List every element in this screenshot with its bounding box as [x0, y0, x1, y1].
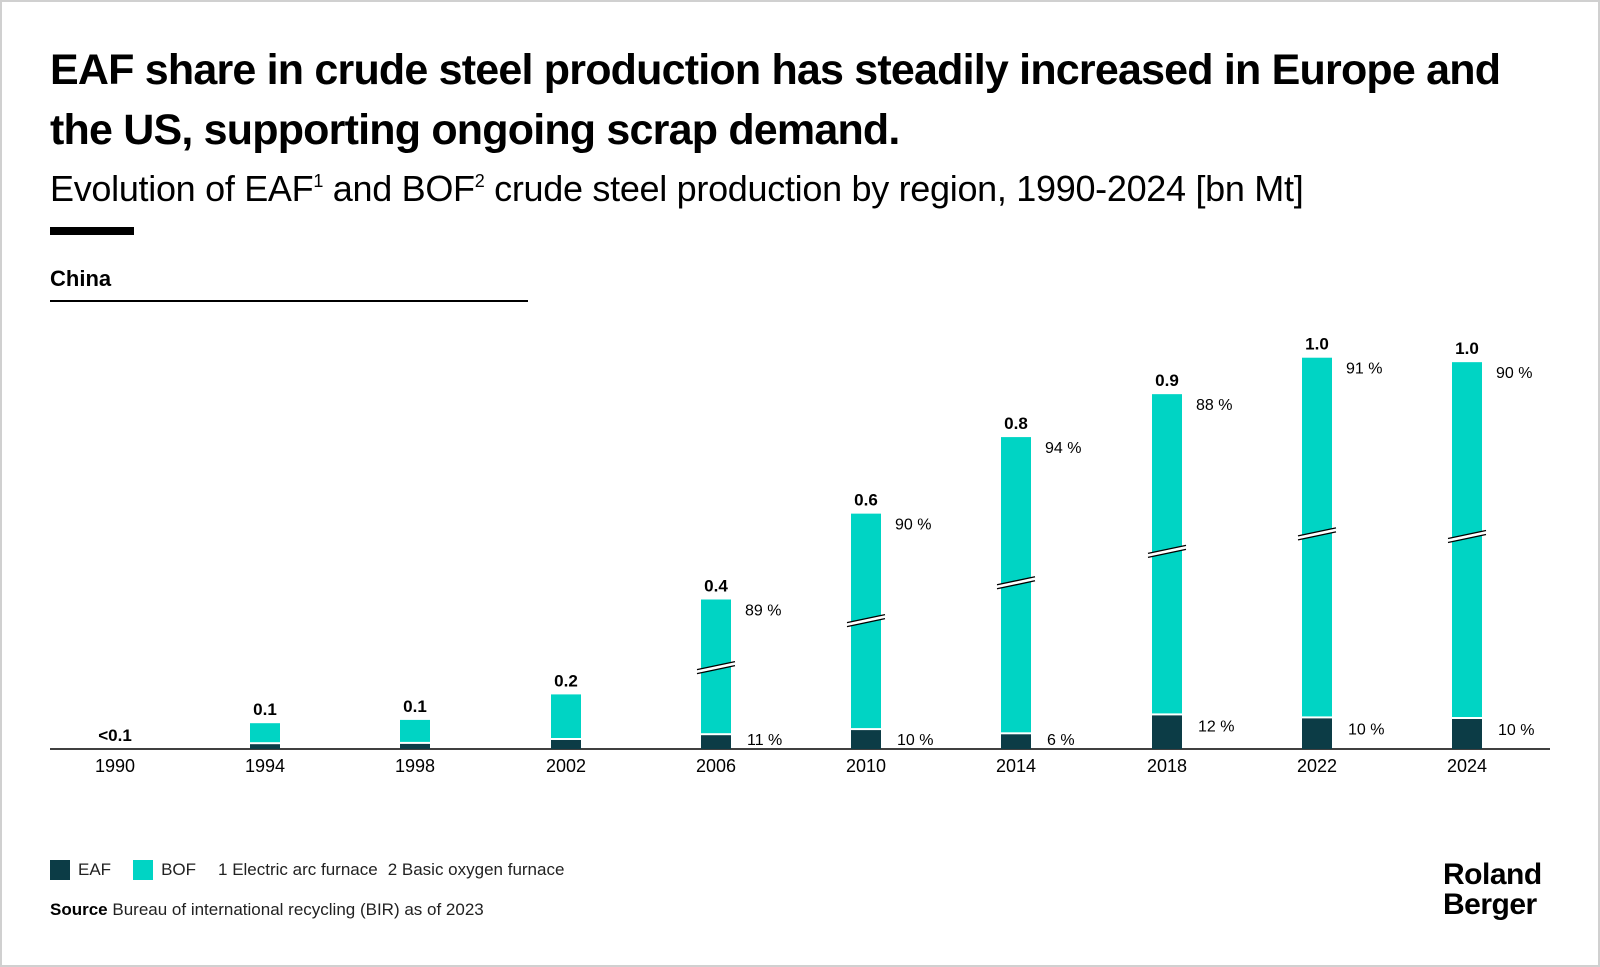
x-tick-label-2022: 2022: [1297, 756, 1337, 776]
bof-share-label-2024: 90 %: [1496, 365, 1532, 382]
eaf-share-label-2010: 10 %: [897, 732, 933, 749]
axis-break-line-bottom-2018: [1147, 548, 1187, 559]
bof-share-label-2010: 90 %: [895, 517, 931, 534]
x-tick-label-1998: 1998: [395, 756, 435, 776]
x-tick-label-2024: 2024: [1447, 756, 1487, 776]
bar-eaf-2006: [701, 735, 731, 749]
axis-break-2024: [1448, 530, 1486, 543]
accent-bar: [50, 227, 134, 235]
subtitle-footnote-2: 2: [474, 171, 485, 191]
footnote-2: 2 Basic oxygen furnace: [387, 860, 565, 879]
axis-break-line-bottom-2022: [1297, 531, 1337, 541]
legend: EAF BOF 1 Electric arc furnace 2 Basic o…: [50, 860, 574, 880]
axis-break-line-top-2010: [846, 613, 886, 624]
legend-item-eaf: EAF: [50, 860, 111, 880]
bar-eaf-2002: [551, 740, 581, 749]
bar-eaf-1994: [250, 744, 280, 749]
bar-eaf-2024: [1452, 719, 1482, 749]
bof-share-label-2014: 94 %: [1045, 440, 1081, 457]
axis-break-line-top-2006: [696, 661, 736, 671]
region-underline: [50, 300, 528, 302]
total-label-1994: 0.1: [253, 700, 277, 719]
x-tick-label-1990: 1990: [95, 756, 135, 776]
bar-bof-2002: [551, 694, 581, 738]
bar-eaf-2014: [1001, 734, 1031, 749]
legend-item-bof: BOF: [133, 860, 196, 880]
axis-break-2014: [997, 576, 1035, 589]
axis-break-line-bottom-2010: [846, 617, 886, 628]
legend-label-bof: BOF: [161, 860, 197, 879]
eaf-share-label-2022: 10 %: [1348, 721, 1384, 738]
axis-break-2006: [697, 661, 735, 674]
axis-break-line-bottom-2014: [996, 580, 1036, 590]
source-note: Source Bureau of international recycling…: [50, 900, 484, 920]
total-label-2014: 0.8: [1004, 414, 1028, 433]
total-label-1990: <0.1: [98, 726, 132, 745]
axis-break-line-top-2018: [1147, 544, 1187, 555]
page-subtitle: Evolution of EAF1 and BOF2 crude steel p…: [50, 158, 1570, 212]
x-tick-label-2018: 2018: [1147, 756, 1187, 776]
axis-break-line-top-2014: [996, 576, 1036, 586]
x-tick-label-2014: 2014: [996, 756, 1036, 776]
bar-eaf-1998: [400, 743, 430, 749]
axis-break-line-top-2022: [1297, 527, 1337, 537]
bof-share-label-2018: 88 %: [1196, 397, 1232, 414]
bof-share-label-2022: 91 %: [1346, 361, 1382, 378]
axis-break-2018: [1148, 545, 1186, 558]
subtitle-footnote-1: 1: [313, 171, 324, 191]
bar-bof-1994: [250, 723, 280, 743]
source-label: Source: [50, 900, 108, 919]
total-label-2018: 0.9: [1155, 371, 1179, 390]
bar-eaf-2010: [851, 730, 881, 749]
eaf-share-label-2006: 11 %: [747, 732, 782, 749]
axis-break-2022: [1298, 527, 1336, 540]
total-label-2022: 1.0: [1305, 335, 1329, 354]
axis-break-line-top-2024: [1447, 529, 1487, 540]
total-label-2006: 0.4: [704, 576, 728, 595]
x-tick-label-2002: 2002: [546, 756, 586, 776]
brand-logo-line-2: Berger: [1443, 888, 1537, 921]
subtitle-text-b: and BOF: [323, 168, 475, 209]
legend-label-eaf: EAF: [78, 860, 112, 879]
region-label: China: [50, 266, 112, 291]
x-tick-label-2010: 2010: [846, 756, 886, 776]
x-tick-label-2006: 2006: [696, 756, 736, 776]
total-label-2010: 0.6: [854, 491, 878, 510]
x-tick-label-1994: 1994: [245, 756, 285, 776]
axis-break-line-bottom-2006: [696, 665, 736, 675]
legend-swatch-eaf: [50, 860, 70, 880]
total-label-2002: 0.2: [554, 671, 578, 690]
eaf-share-label-2018: 12 %: [1198, 718, 1234, 735]
bof-share-label-2006: 89 %: [745, 602, 781, 619]
eaf-share-label-2024: 10 %: [1498, 722, 1534, 739]
bar-bof-1998: [400, 719, 430, 742]
footnote-1: 1 Electric arc furnace: [218, 860, 378, 879]
total-label-2024: 1.0: [1455, 339, 1479, 358]
source-text: Bureau of international recycling (BIR) …: [112, 900, 484, 919]
eaf-share-label-2014: 6 %: [1047, 732, 1075, 749]
legend-swatch-bof: [133, 860, 154, 880]
bar-eaf-2022: [1302, 718, 1332, 749]
subtitle-text-a: Evolution of EAF: [50, 168, 314, 209]
bar-eaf-2018: [1152, 715, 1182, 749]
brand-logo-line-1: Roland: [1443, 858, 1542, 891]
page-title: EAF share in crude steel production has …: [50, 46, 1501, 154]
axis-break-line-bottom-2024: [1447, 533, 1487, 544]
subtitle-text-c: crude steel production by region, 1990-2…: [484, 168, 1304, 209]
axis-break-2010: [847, 614, 885, 627]
total-label-1998: 0.1: [403, 697, 427, 716]
brand-logo: Roland Berger: [1443, 860, 1542, 920]
